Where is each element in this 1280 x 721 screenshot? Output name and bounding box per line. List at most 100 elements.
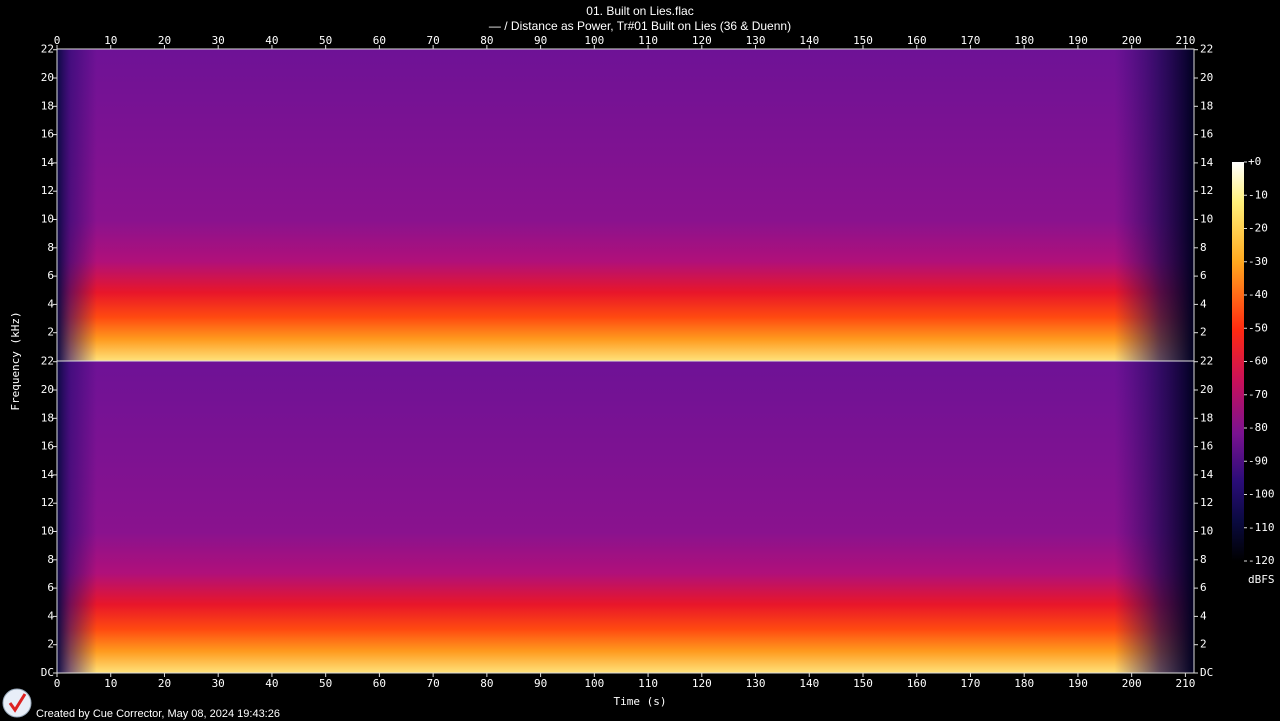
x-tick-label-top: 60 <box>373 34 386 47</box>
colorbar-tick-label: -80 <box>1248 421 1268 434</box>
colorbar <box>1232 162 1244 561</box>
x-tick-label-top: 150 <box>853 34 873 47</box>
y-tick-label-right: 10 <box>1200 213 1213 226</box>
y-tick-label-right: 14 <box>1200 156 1214 169</box>
x-tick-label-top: 0 <box>54 34 61 47</box>
x-axis-label: Time (s) <box>614 695 667 708</box>
x-tick-label-top: 170 <box>961 34 981 47</box>
x-tick-label-bottom: 50 <box>319 677 332 690</box>
colorbar-tick-label: -60 <box>1248 355 1268 368</box>
spectrogram-fade <box>57 49 1194 361</box>
y-tick-label-left: 18 <box>41 411 54 424</box>
chart-title: 01. Built on Lies.flac <box>586 4 693 18</box>
colorbar-tick-label: -120 <box>1248 554 1275 567</box>
y-tick-label-left: DC <box>41 666 54 679</box>
x-tick-label-top: 190 <box>1068 34 1088 47</box>
y-tick-label-left: 14 <box>41 156 55 169</box>
x-tick-label-bottom: 60 <box>373 677 386 690</box>
spectrogram-fade <box>57 361 1194 673</box>
y-tick-label-left: 8 <box>47 553 54 566</box>
spectrogram-bottom <box>57 361 1194 673</box>
x-tick-label-bottom: 120 <box>692 677 712 690</box>
x-tick-label-top: 120 <box>692 34 712 47</box>
x-tick-label-bottom: 20 <box>158 677 171 690</box>
y-tick-label-right: 8 <box>1200 553 1207 566</box>
y-tick-label-left: 10 <box>41 525 54 538</box>
footer: Created by Cue Corrector, May 08, 2024 1… <box>36 708 280 720</box>
y-tick-label-left: 16 <box>41 128 54 141</box>
y-tick-label-left: 8 <box>47 241 54 254</box>
x-tick-label-bottom: 70 <box>427 677 440 690</box>
y-tick-label-right: 8 <box>1200 241 1207 254</box>
colorbar-tick-label: -100 <box>1248 488 1275 501</box>
y-tick-label-right: 6 <box>1200 269 1207 282</box>
y-tick-label-right: 2 <box>1200 326 1207 339</box>
y-tick-label-right: 18 <box>1200 411 1213 424</box>
x-tick-label-bottom: 140 <box>799 677 819 690</box>
colorbar-tick-label: -30 <box>1248 255 1268 268</box>
colorbar-tick-label: -40 <box>1248 288 1268 301</box>
x-tick-label-top: 10 <box>104 34 117 47</box>
x-tick-label-top: 90 <box>534 34 547 47</box>
colorbar-tick-label: -90 <box>1248 454 1268 467</box>
colorbar-tick-label: +0 <box>1248 155 1261 168</box>
y-tick-label-right: 4 <box>1200 609 1207 622</box>
y-tick-label-right: 22 <box>1200 355 1213 368</box>
x-tick-label-top: 80 <box>480 34 493 47</box>
spectrogram-top <box>57 49 1194 361</box>
y-tick-label-left: 18 <box>41 99 54 112</box>
y-tick-label-left: 16 <box>41 440 54 453</box>
logo <box>2 688 32 718</box>
y-axis-label: Frequency (kHz) <box>9 311 22 410</box>
y-tick-label-left: 22 <box>41 355 54 368</box>
x-tick-label-bottom: 190 <box>1068 677 1088 690</box>
logo-circle <box>2 688 32 718</box>
y-tick-label-right: 12 <box>1200 496 1213 509</box>
y-tick-label-left: 2 <box>47 638 54 651</box>
y-tick-label-right: 20 <box>1200 71 1213 84</box>
y-tick-label-left: 22 <box>41 43 54 56</box>
chart-subtitle: — / Distance as Power, Tr#01 Built on Li… <box>489 19 791 33</box>
x-tick-label-bottom: 110 <box>638 677 658 690</box>
x-tick-label-top: 210 <box>1175 34 1195 47</box>
colorbar-label: dBFS <box>1248 573 1275 586</box>
colorbar-tick-label: -70 <box>1248 388 1268 401</box>
x-tick-label-top: 70 <box>427 34 440 47</box>
logo-check <box>8 693 27 713</box>
x-tick-label-top: 110 <box>638 34 658 47</box>
x-tick-label-top: 180 <box>1014 34 1034 47</box>
x-tick-label-bottom: 150 <box>853 677 873 690</box>
colorbar-tick-label: -20 <box>1248 222 1268 235</box>
x-tick-label-top: 200 <box>1122 34 1142 47</box>
y-tick-label-left: 14 <box>41 468 55 481</box>
x-tick-label-bottom: 0 <box>54 677 61 690</box>
y-tick-label-left: 10 <box>41 213 54 226</box>
x-tick-label-bottom: 180 <box>1014 677 1034 690</box>
colorbar-tick-label: -50 <box>1248 321 1268 334</box>
x-tick-label-top: 130 <box>746 34 766 47</box>
x-tick-label-top: 50 <box>319 34 332 47</box>
colorbar-tick-label: -110 <box>1248 521 1275 534</box>
y-tick-label-right: 12 <box>1200 184 1213 197</box>
x-tick-label-top: 30 <box>212 34 225 47</box>
y-tick-label-left: 20 <box>41 71 54 84</box>
x-tick-label-bottom: 10 <box>104 677 117 690</box>
x-tick-label-bottom: 160 <box>907 677 927 690</box>
y-tick-label-right: 20 <box>1200 383 1213 396</box>
colorbar-tick-label: -10 <box>1248 188 1268 201</box>
y-tick-label-left: 2 <box>47 326 54 339</box>
y-tick-label-right: 16 <box>1200 440 1213 453</box>
y-tick-label-left: 6 <box>47 581 54 594</box>
y-tick-label-left: 12 <box>41 184 54 197</box>
y-tick-label-right: 4 <box>1200 297 1207 310</box>
x-tick-label-bottom: 90 <box>534 677 547 690</box>
y-tick-label-left: 6 <box>47 269 54 282</box>
y-tick-label-left: 4 <box>47 609 54 622</box>
x-tick-label-bottom: 80 <box>480 677 493 690</box>
x-tick-label-bottom: 200 <box>1122 677 1142 690</box>
y-tick-label-right: 2 <box>1200 638 1207 651</box>
x-tick-label-bottom: 170 <box>961 677 981 690</box>
y-tick-label-left: 12 <box>41 496 54 509</box>
x-tick-label-bottom: 130 <box>746 677 766 690</box>
